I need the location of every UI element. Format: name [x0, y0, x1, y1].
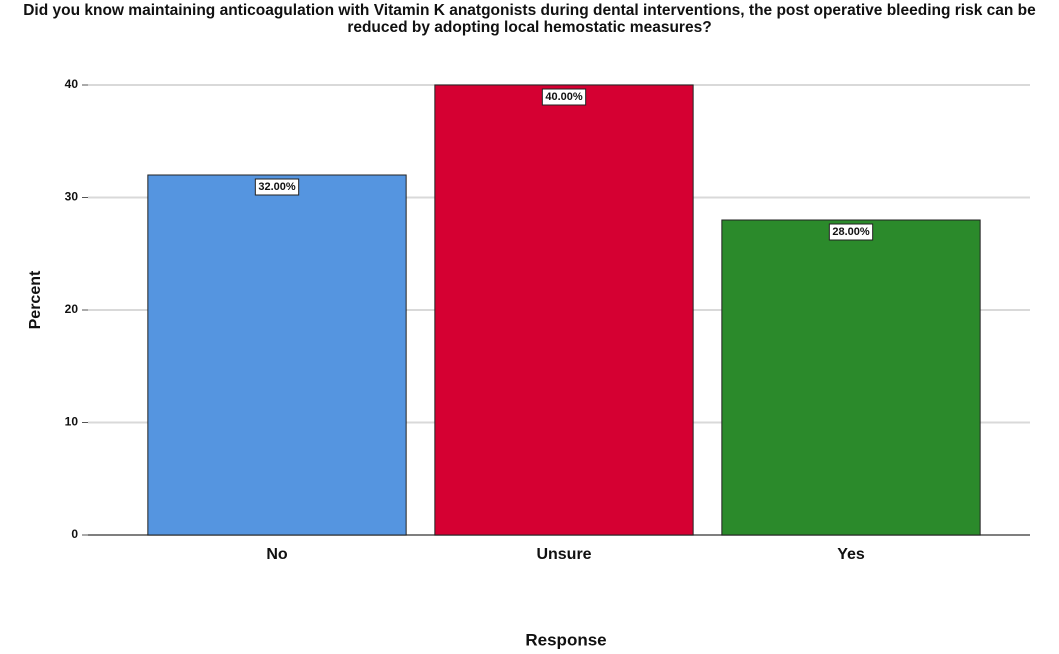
- value-label-box: [541, 88, 587, 106]
- value-label: 32.00%: [258, 181, 296, 193]
- bar: [434, 84, 694, 536]
- y-axis-label: Percent: [27, 270, 44, 329]
- x-tick-label: No: [266, 546, 288, 563]
- value-label-box: [828, 223, 874, 241]
- chart-title: Did you know maintaining anticoagulation…: [23, 2, 1036, 36]
- y-tick-label: 40: [65, 77, 79, 91]
- bar: [147, 174, 407, 536]
- value-label: 28.00%: [832, 226, 870, 238]
- value-label: 40.00%: [545, 91, 583, 103]
- y-tick-label: 30: [65, 190, 79, 204]
- y-tick-label: 0: [71, 527, 78, 541]
- y-tick-label: 20: [65, 302, 79, 316]
- x-tick-label: Unsure: [536, 546, 591, 563]
- y-tick-label: 10: [65, 415, 79, 429]
- bar: [721, 219, 981, 536]
- value-label-box: [254, 178, 300, 196]
- x-tick-label: Yes: [837, 546, 865, 563]
- x-axis-label: Response: [525, 630, 606, 649]
